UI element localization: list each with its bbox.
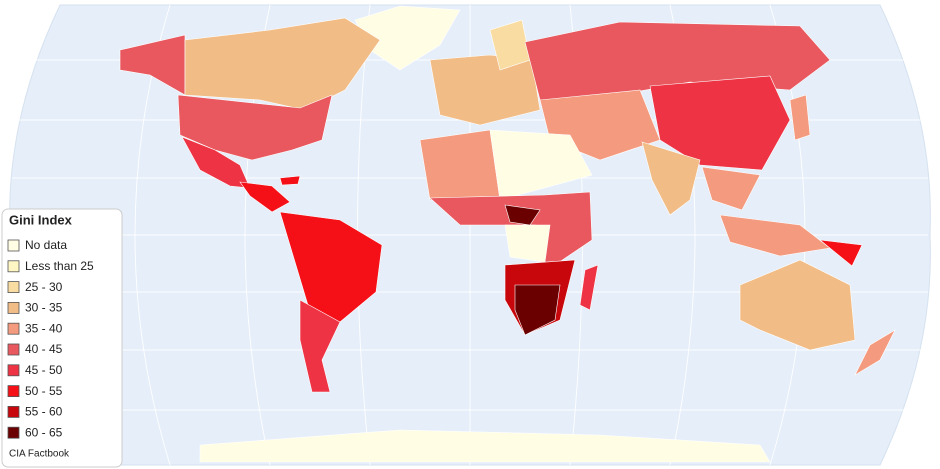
legend-label: 35 - 40 [25,321,63,335]
country [504,224,551,263]
country [739,259,856,351]
country [279,175,301,186]
country [489,129,593,201]
legend-swatch [7,343,20,356]
country [641,141,701,216]
legend-swatch [7,426,20,439]
legend-swatch [7,260,20,273]
legend-box [1,208,123,468]
legend-swatch [7,385,20,398]
country [819,239,863,267]
country [239,181,291,213]
legend-label: 30 - 35 [25,301,63,315]
country [119,34,186,96]
legend-swatch [7,322,20,335]
legend: Gini Index No data Less than 25 25 - 30 30 … [1,208,123,468]
legend-label: 55 - 60 [25,405,63,419]
country [184,17,381,111]
legend-label: No data [25,238,67,252]
legend-swatch [7,405,20,418]
source: CIA Factbook [9,449,70,460]
legend-label: 45 - 50 [25,363,63,377]
country [177,94,333,161]
legend-title: Gini Index [9,212,73,227]
country [649,75,791,171]
legend-label: 25 - 30 [25,280,63,294]
country [429,54,541,126]
country [854,329,896,376]
country [279,211,383,323]
legend-swatch [7,281,20,294]
legend-swatch [7,364,20,377]
country [719,214,831,257]
legend-label: 60 - 65 [25,425,63,439]
legend-label: Less than 25 [25,259,94,273]
country [701,166,761,211]
legend-swatch [7,239,20,252]
country [504,204,541,226]
country [579,264,599,311]
country [299,299,341,393]
country [789,94,811,141]
country [514,284,561,336]
country [419,129,501,201]
legend-label: 50 - 55 [25,384,63,398]
country [199,429,771,463]
legend-label: 40 - 45 [25,342,63,356]
legend-swatch [7,301,20,314]
